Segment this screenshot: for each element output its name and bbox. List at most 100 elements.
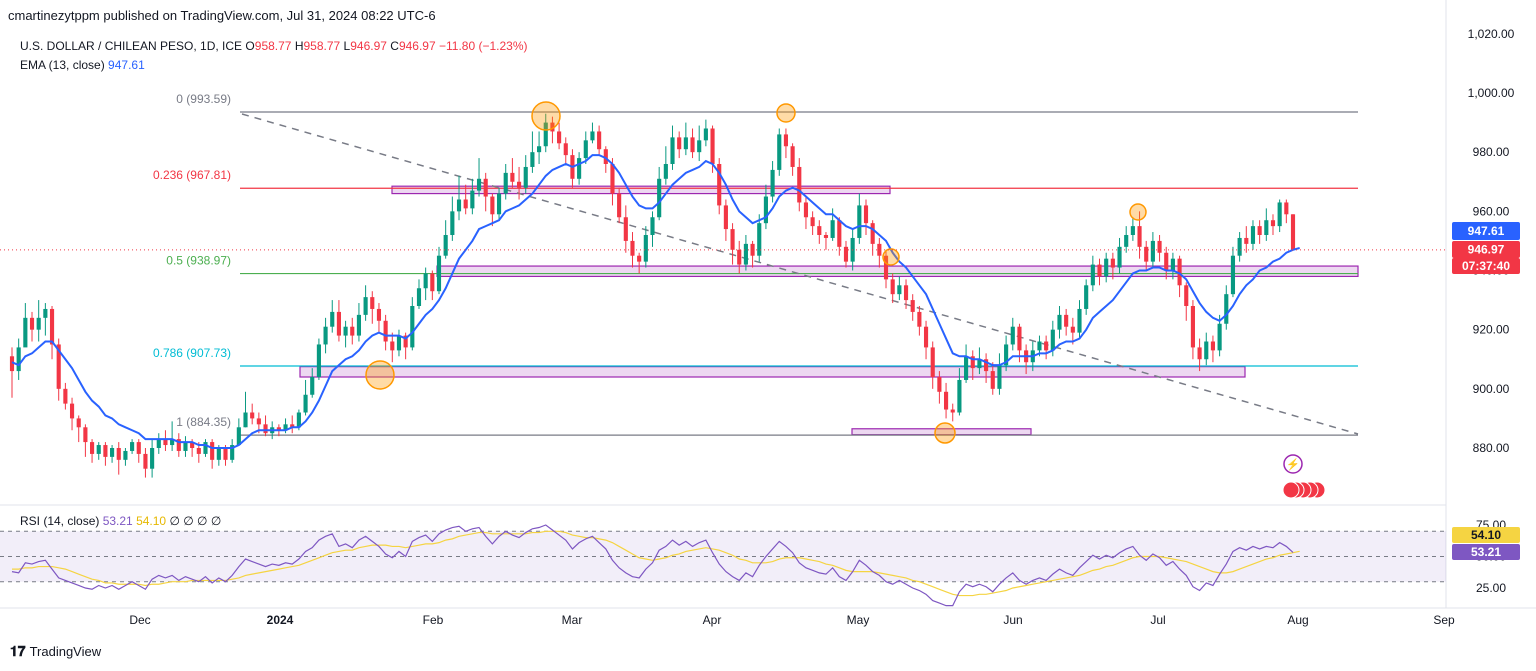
candle-body (1204, 341, 1209, 360)
candle-body (43, 308, 48, 318)
candle-body (1217, 323, 1222, 351)
price-tick: 920.00 (1473, 323, 1510, 337)
ema-label[interactable]: EMA (13, close) (20, 58, 105, 72)
candle-body (663, 164, 668, 179)
candle-body (110, 448, 115, 457)
candle-body (590, 131, 595, 141)
candle-body (143, 453, 148, 469)
price-tick: 960.00 (1473, 204, 1510, 218)
candle-body (1164, 252, 1169, 271)
candle-body (1184, 285, 1189, 306)
candle-body (1150, 240, 1155, 262)
candle-body (677, 137, 682, 150)
candle-body (1077, 308, 1082, 333)
time-tick: Jun (1003, 613, 1022, 627)
candle-body (170, 439, 175, 446)
candle-body (690, 137, 695, 153)
time-tick: Dec (129, 613, 150, 627)
dividend-event-icon (1283, 454, 1303, 474)
candle-body (496, 193, 502, 215)
candle-body (1270, 220, 1276, 227)
ema-value: 947.61 (108, 58, 145, 72)
time-tick: Apr (703, 613, 722, 627)
open-label: O (245, 39, 255, 53)
countdown-tag: 07:37:40 (1462, 259, 1510, 273)
candle-body (950, 409, 955, 413)
time-tick: May (847, 613, 870, 627)
candle-body (56, 344, 61, 389)
candle-body (263, 424, 268, 434)
candle-body (557, 131, 562, 144)
candle-body (163, 439, 168, 446)
candle-body (817, 226, 822, 235)
candle-body (1044, 341, 1049, 351)
candle-body (770, 169, 775, 197)
candle-body (830, 220, 835, 238)
highlight-circle (1129, 203, 1147, 221)
candle-body (1290, 214, 1296, 250)
candle-body (510, 172, 515, 182)
candle-body (276, 427, 281, 431)
candle-body (877, 243, 882, 256)
candle-body (410, 306, 415, 348)
highlight-circle (531, 101, 561, 131)
candle-body (617, 193, 622, 218)
price-chart[interactable]: 0 (993.59) 0.236 (967.81) 0.5 (938.97) 0.78… (0, 0, 1536, 640)
candle-body (990, 371, 995, 389)
time-tick: Mar (562, 613, 583, 627)
fib-label: 0.236 (967.81) (153, 168, 231, 182)
candle-body (63, 388, 68, 404)
candle-body (763, 196, 768, 224)
candle-body (1017, 326, 1022, 351)
high-label: H (294, 39, 304, 53)
zone-rect (436, 265, 1359, 278)
candle-body (757, 223, 762, 256)
candle-body (870, 223, 875, 244)
rsi-tag-bg (1452, 544, 1520, 560)
candle-body (423, 273, 428, 289)
rsi-label[interactable]: RSI (14, close) (20, 514, 100, 528)
candle-body (723, 205, 728, 230)
candle-body (670, 137, 675, 164)
candle-body (637, 255, 642, 262)
candle-body (930, 347, 935, 377)
candle-body (1057, 314, 1062, 330)
high-value: 958.77 (303, 39, 341, 53)
candle-body (1264, 220, 1269, 235)
candle-body (1157, 240, 1162, 253)
candle-body (190, 442, 195, 448)
candle-body (717, 164, 722, 206)
candle-body (436, 255, 442, 292)
candle-body (1237, 237, 1242, 256)
rsi-ma-tag-bg (1452, 527, 1520, 543)
candle-body (1097, 264, 1102, 277)
candle-body (563, 143, 568, 156)
candle-body (383, 320, 388, 342)
candle-body (1137, 226, 1142, 247)
candle-body (530, 152, 535, 167)
highlight-circle (882, 248, 900, 266)
candle-body (443, 235, 448, 256)
candle-body (150, 448, 155, 469)
candle-body (176, 439, 181, 451)
candle-body (737, 249, 742, 265)
rsi-legend: RSI (14, close) 53.21 54.10 ∅ ∅ ∅ ∅ (20, 514, 221, 528)
candle-body (823, 235, 829, 238)
price-tick: 980.00 (1473, 145, 1510, 159)
tradingview-logo-icon: 𝟏𝟕 (10, 643, 26, 659)
ema-row: EMA (13, close) 947.61 (20, 56, 528, 75)
symbol-name[interactable]: U.S. DOLLAR / CHILEAN PESO, 1D, ICE (20, 39, 243, 53)
footer-brand[interactable]: TradingView (29, 644, 102, 659)
low-label: L (343, 39, 351, 53)
candle-body (16, 347, 21, 372)
candle-body (89, 442, 95, 454)
candle-body (630, 240, 635, 256)
candle-body (1257, 226, 1262, 235)
time-tick: Feb (423, 613, 444, 627)
candle-body (210, 442, 215, 460)
price-tick: 1,020.00 (1468, 27, 1515, 41)
candle-body (984, 359, 989, 372)
last-price-tag-bg (1452, 241, 1520, 258)
candle-body (103, 445, 108, 457)
candle-body (1070, 326, 1075, 333)
